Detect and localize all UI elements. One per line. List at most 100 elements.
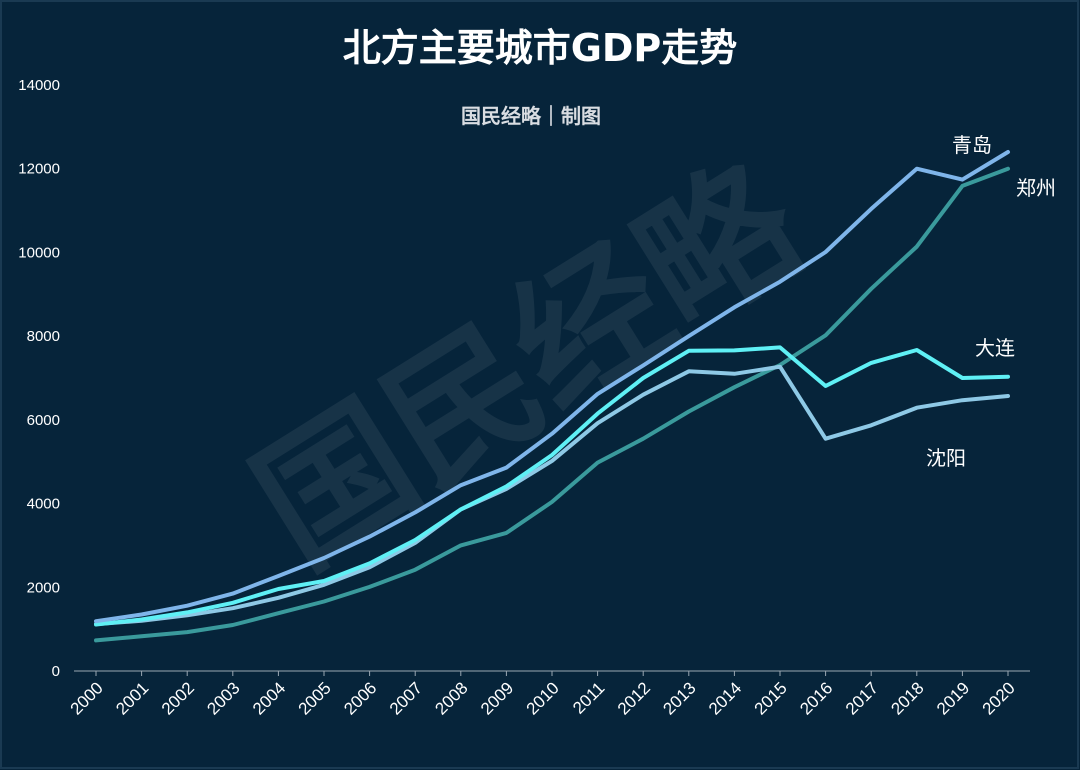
- data-point: [1006, 167, 1010, 171]
- data-point: [94, 619, 98, 623]
- data-point: [824, 333, 828, 337]
- data-point: [459, 483, 463, 487]
- series-layer: [94, 150, 1010, 643]
- series-label: 沈阳: [926, 446, 966, 470]
- data-point: [322, 556, 326, 560]
- data-point: [368, 561, 372, 565]
- data-point: [140, 618, 144, 622]
- data-point: [960, 376, 964, 380]
- y-axis: 0 2000 4000 6000 8000 10000 12000 14000: [18, 77, 60, 680]
- data-point: [231, 606, 235, 610]
- data-point: [915, 406, 919, 410]
- data-point: [504, 466, 508, 470]
- data-point: [459, 507, 463, 511]
- data-point: [641, 376, 645, 380]
- y-tick-label: 14000: [18, 77, 60, 94]
- x-tick-label: 2014: [705, 678, 745, 718]
- data-point: [915, 245, 919, 249]
- x-tick-label: 2007: [386, 678, 426, 718]
- data-point: [824, 384, 828, 388]
- data-point: [732, 348, 736, 352]
- x-tick-label: 2010: [523, 678, 563, 718]
- series-label: 大连: [975, 336, 1015, 360]
- data-point: [504, 484, 508, 488]
- x-tick-label: 2011: [569, 678, 608, 717]
- data-point: [413, 568, 417, 572]
- series-line-0: [94, 166, 1010, 643]
- data-point: [778, 280, 782, 284]
- data-point: [869, 287, 873, 291]
- x-tick-label: 2006: [340, 678, 380, 718]
- x-tick-label: 2016: [796, 678, 836, 718]
- x-tick-label: 2004: [249, 678, 289, 718]
- data-point: [550, 459, 554, 463]
- data-point: [185, 630, 189, 634]
- data-point: [1006, 394, 1010, 398]
- data-point: [915, 348, 919, 352]
- data-point: [869, 207, 873, 211]
- data-point: [1006, 150, 1010, 154]
- x-tick-label: 2013: [659, 678, 699, 718]
- data-point: [322, 600, 326, 604]
- data-point: [596, 392, 600, 396]
- x-tick-label: 2012: [614, 678, 654, 718]
- watermark-text: 国民经略: [226, 131, 831, 600]
- data-point: [1006, 375, 1010, 379]
- data-point: [550, 453, 554, 457]
- data-point: [596, 412, 600, 416]
- x-tick-label: 2002: [158, 678, 198, 718]
- data-point: [641, 363, 645, 367]
- data-point: [231, 592, 235, 596]
- x-axis: 2000 2001 2002 2003 2004 2005 2006 2007 2008 2009…: [67, 671, 1019, 719]
- y-tick-label: 2000: [27, 579, 60, 596]
- series-label: 青岛: [952, 133, 992, 157]
- x-tick-label: 2017: [842, 678, 882, 718]
- data-point: [185, 604, 189, 608]
- y-tick-label: 6000: [27, 412, 60, 429]
- data-point: [140, 612, 144, 616]
- x-tick-label: 2009: [477, 678, 517, 718]
- data-point: [596, 421, 600, 425]
- chart-title: 北方主要城市GDP走势: [343, 26, 738, 70]
- series-line-1: [94, 364, 1010, 627]
- data-point: [915, 167, 919, 171]
- data-point: [504, 531, 508, 535]
- y-tick-label: 0: [52, 663, 60, 680]
- x-tick-label: 2000: [67, 678, 107, 718]
- data-point: [824, 437, 828, 441]
- data-point: [322, 579, 326, 583]
- data-point: [732, 385, 736, 389]
- data-point: [960, 178, 964, 182]
- data-point: [276, 596, 280, 600]
- data-point: [732, 372, 736, 376]
- data-point: [869, 361, 873, 365]
- y-tick-label: 8000: [27, 328, 60, 345]
- data-point: [550, 500, 554, 504]
- data-point: [459, 543, 463, 547]
- data-point: [140, 634, 144, 638]
- x-tick-label: 2019: [933, 678, 973, 718]
- x-tick-label: 2003: [203, 678, 243, 718]
- x-tick-label: 2001: [112, 678, 152, 718]
- data-point: [231, 623, 235, 627]
- chart-subtitle: 国民经略｜制图: [461, 104, 601, 128]
- data-point: [641, 437, 645, 441]
- data-point: [824, 250, 828, 254]
- data-point: [687, 349, 691, 353]
- data-point: [869, 423, 873, 427]
- data-point: [687, 369, 691, 373]
- data-point: [368, 535, 372, 539]
- data-point: [276, 587, 280, 591]
- y-tick-label: 12000: [18, 161, 60, 178]
- series-line-3: [94, 150, 1010, 624]
- data-point: [960, 398, 964, 402]
- data-point: [687, 334, 691, 338]
- data-point: [687, 409, 691, 413]
- y-tick-label: 10000: [18, 244, 60, 261]
- data-point: [276, 574, 280, 578]
- x-tick-label: 2020: [979, 678, 1019, 718]
- data-point: [641, 393, 645, 397]
